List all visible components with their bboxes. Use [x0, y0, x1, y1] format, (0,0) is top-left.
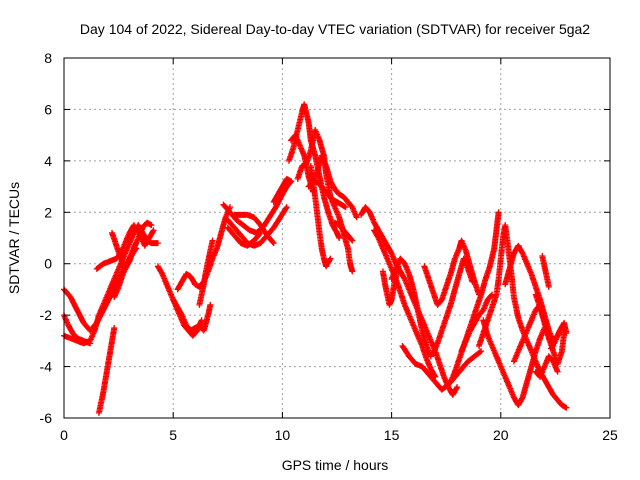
series-track [458, 291, 496, 355]
data-point-markers [476, 222, 570, 411]
series-track [111, 240, 140, 301]
x-tick-label: 0 [60, 427, 68, 443]
x-axis-label: GPS time / hours [282, 457, 389, 473]
series-track [331, 219, 356, 244]
series-track [231, 211, 277, 247]
data-point-markers [220, 178, 295, 236]
data-point-markers [170, 296, 214, 334]
data-point-markers [532, 353, 561, 380]
series-track [539, 253, 552, 290]
data-point-markers [532, 291, 568, 367]
series-track [430, 255, 476, 357]
data-point-markers [312, 178, 349, 211]
data-point-markers [196, 237, 216, 308]
data-point-markers [331, 219, 356, 244]
y-tick-label: 2 [44, 204, 52, 220]
data-point-markers [307, 163, 334, 270]
data-point-markers [430, 255, 476, 357]
data-point-markers [111, 240, 140, 301]
x-tick-label: 10 [275, 427, 291, 443]
series-track [224, 224, 264, 249]
chart-title: Day 104 of 2022, Sidereal Day-to-day VTE… [80, 21, 590, 37]
series-track [388, 255, 434, 360]
y-tick-label: 8 [44, 50, 52, 66]
y-tick-label: -2 [40, 307, 53, 323]
y-tick-label: 6 [44, 101, 52, 117]
series-track [307, 163, 334, 270]
tick-layer: 0 5 10 15 20 25 -6 -4 -2 0 2 4 6 8 [40, 50, 618, 443]
data-point-markers [458, 291, 496, 355]
y-tick-label: -4 [40, 359, 53, 375]
series-track [95, 325, 118, 416]
series-track [399, 343, 485, 393]
series-track [196, 237, 216, 308]
data-point-markers [399, 343, 485, 393]
data-point-markers [270, 175, 295, 205]
series-track [532, 291, 568, 367]
data-point-markers [224, 204, 290, 249]
series-track [480, 317, 548, 409]
data-layer [61, 101, 570, 416]
series-track [476, 222, 570, 411]
series-track [270, 175, 295, 205]
series-track [170, 296, 214, 334]
series-track [548, 319, 570, 352]
plot-frame [63, 57, 611, 419]
data-point-markers [539, 253, 552, 290]
x-tick-label: 15 [384, 427, 400, 443]
data-point-markers [224, 224, 264, 249]
x-tick-label: 20 [493, 427, 509, 443]
grid-layer [64, 58, 610, 418]
data-point-markers [231, 211, 277, 247]
y-tick-label: 4 [44, 153, 52, 169]
data-point-markers [95, 325, 118, 416]
series-track [224, 204, 290, 249]
series-track [312, 178, 349, 211]
x-tick-label: 5 [169, 427, 177, 443]
x-tick-label: 25 [602, 427, 618, 443]
series-track [532, 353, 561, 380]
y-tick-label: 0 [44, 256, 52, 272]
y-axis-label: SDTVAR / TECUs [6, 182, 22, 294]
data-point-markers [548, 319, 570, 352]
data-point-markers [388, 255, 434, 360]
data-point-markers [480, 317, 548, 409]
series-track [220, 178, 295, 236]
y-tick-label: -6 [40, 410, 53, 426]
